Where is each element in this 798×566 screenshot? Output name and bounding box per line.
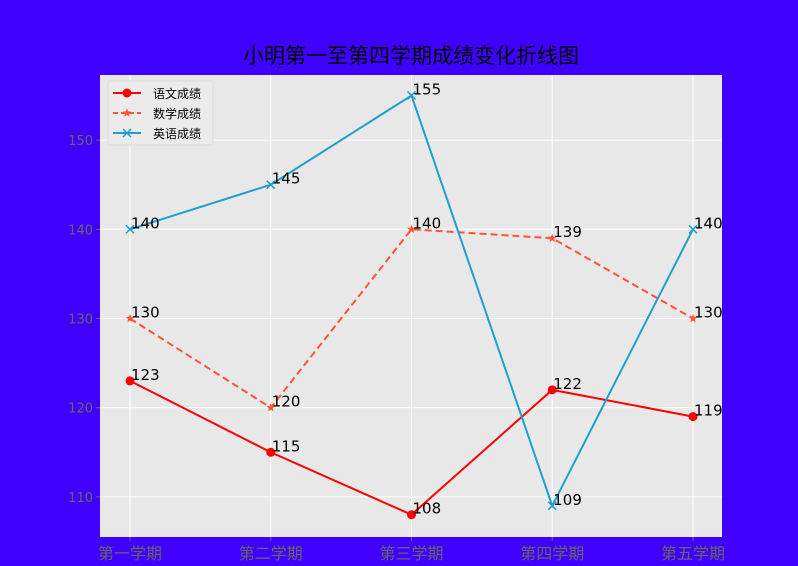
- chart-title: 小明第一至第四学期成绩变化折线图: [243, 44, 579, 68]
- y-tick-label: 120: [68, 402, 93, 417]
- x-marker: [122, 128, 132, 138]
- star-marker: [688, 314, 698, 323]
- x-tick-label: 第二学期: [239, 544, 303, 563]
- x-tick-label: 第三学期: [379, 544, 443, 563]
- x-tick-label: 第四学期: [520, 544, 584, 563]
- circle-marker: [122, 88, 132, 98]
- x-marker: [547, 501, 557, 511]
- y-tick-label: 130: [68, 312, 93, 327]
- y-tick-label: 140: [68, 223, 93, 238]
- circle-marker: [266, 447, 276, 457]
- series-line: [129, 228, 694, 410]
- data-label: 130: [694, 303, 723, 321]
- legend-label: 英语成绩: [153, 127, 201, 141]
- data-label: 109: [553, 491, 582, 509]
- legend-box: [107, 80, 214, 146]
- data-label: 119: [694, 402, 723, 420]
- star-marker: [122, 108, 132, 117]
- data-label: 120: [272, 393, 301, 411]
- data-label: 139: [553, 223, 582, 241]
- circle-marker: [125, 376, 135, 386]
- star-marker: [266, 403, 275, 412]
- y-tick-label: 110: [68, 491, 93, 506]
- y-tick-label: 150: [68, 134, 93, 149]
- x-marker: [406, 90, 417, 101]
- data-label: 140: [413, 214, 442, 232]
- star-marker: [548, 233, 557, 242]
- circle-marker: [407, 510, 416, 520]
- x-marker: [688, 224, 698, 234]
- data-label: 155: [413, 81, 442, 99]
- data-label: 140: [131, 214, 160, 232]
- star-marker: [407, 224, 416, 233]
- circle-marker: [547, 385, 557, 395]
- data-label: 108: [413, 500, 442, 518]
- data-label: 122: [553, 375, 582, 393]
- x-marker: [125, 224, 135, 234]
- x-tick-label: 第五学期: [661, 544, 725, 563]
- circle-marker: [688, 412, 698, 422]
- data-label: 130: [131, 303, 160, 321]
- data-label: 145: [272, 170, 301, 188]
- x-tick-label: 第一学期: [98, 544, 162, 563]
- x-marker: [266, 180, 276, 190]
- data-label: 115: [272, 437, 301, 455]
- data-label: 140: [694, 214, 723, 232]
- legend-label: 数学成绩: [153, 106, 201, 121]
- data-label: 123: [131, 366, 160, 384]
- legend-label: 语文成绩: [153, 86, 201, 101]
- star-marker: [125, 314, 135, 323]
